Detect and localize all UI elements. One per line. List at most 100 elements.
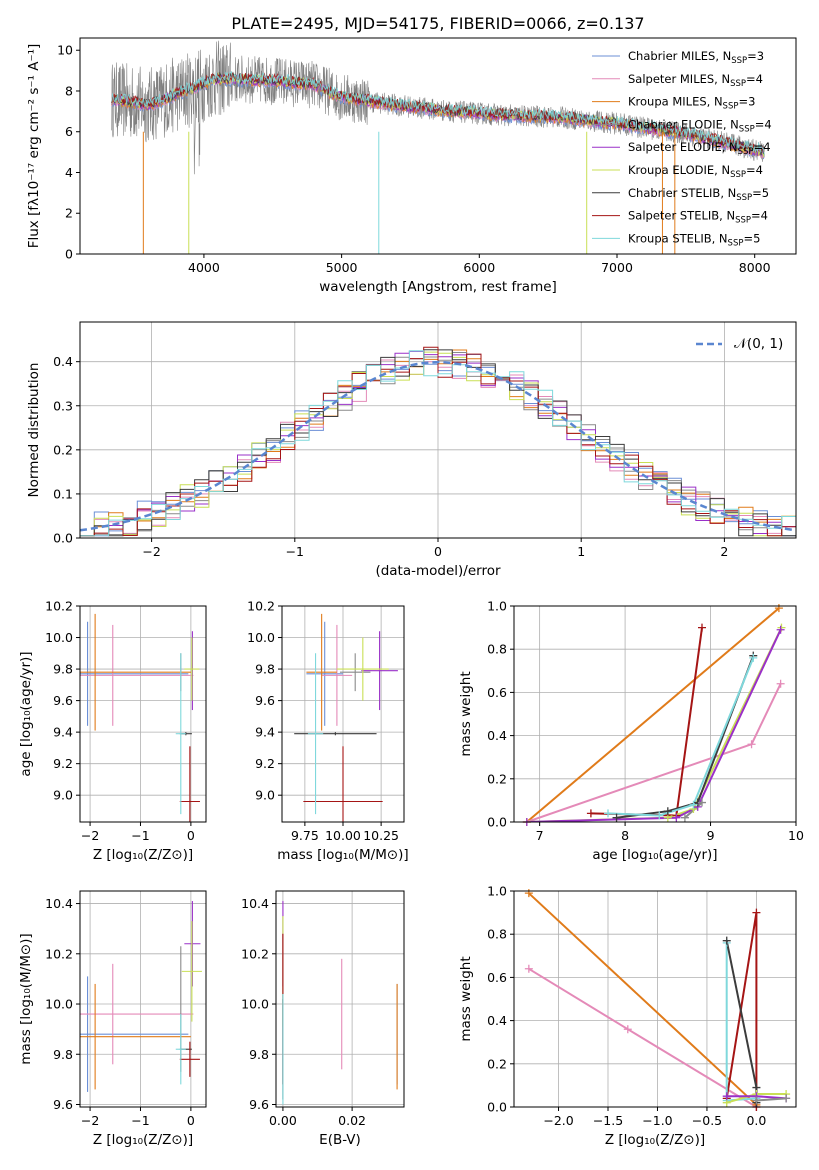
z-weight-series-marker: [623, 1025, 632, 1034]
residuals-ylabel: Normed distribution: [26, 363, 42, 498]
z-mass-xlabel: Z [log₁₀(Z/Z⊙)]: [93, 1132, 193, 1148]
z-weight-series-line: [528, 892, 758, 1106]
legend-entry-tail: =5: [752, 186, 769, 200]
z-weight-series-marker: [752, 908, 761, 917]
spectrum-frame: [79, 37, 797, 255]
z-age-ytick-label: 9.4: [53, 725, 73, 740]
z-mass-errorbar: [175, 1014, 186, 1085]
z-mass-frame: [79, 890, 207, 1108]
mass-age-xtick-label: 10.00: [325, 828, 361, 843]
legend-entry-tail: =4: [754, 140, 771, 154]
ebv-mass-xtick-label: 0.00: [269, 1113, 297, 1128]
z-mass-errorbar: [80, 983, 191, 1090]
mass-age-ytick-label: 10.2: [247, 599, 275, 614]
z-weight-xtick-label: −1.5: [593, 1113, 623, 1128]
age-weight-xlabel: age [log₁₀(age/yr)]: [592, 847, 717, 863]
age-weight-series-marker: [689, 800, 698, 809]
age-weight-series-marker: [747, 740, 756, 749]
residuals-xtick-label: −2: [142, 544, 160, 559]
z-mass-plot-area: [80, 901, 202, 1092]
residuals-xtick-label: −1: [286, 544, 304, 559]
mass-age-ytick-label: 9.6: [255, 693, 275, 708]
ebv-mass-ytick-label: 10.0: [241, 997, 269, 1012]
z-weight-series-marker: [752, 1096, 761, 1105]
z-age-xtick-label: −1: [131, 828, 149, 843]
z-mass-xtick-label: −1: [131, 1113, 149, 1128]
legend-entry-sub: SSP: [731, 56, 747, 66]
mass-age-errorbar: [306, 613, 337, 731]
age-weight-ytick-label: 1.0: [487, 599, 507, 614]
mass-age-errorbar: [321, 624, 353, 726]
legend-entry-name: Chabrier MILES, N: [628, 49, 731, 63]
age-weight-series-line: [526, 629, 782, 822]
z-age-xtick-label: 0: [187, 828, 195, 843]
age-weight-series-marker: [672, 813, 681, 822]
residuals-xtick-label: 2: [720, 544, 728, 559]
z-weight-xtick-label: −1.0: [642, 1113, 672, 1128]
age-weight-series-marker: [698, 798, 706, 807]
mass-age-ytick-label: 9.4: [255, 725, 275, 740]
mass-age-panel: 9.75 10.00 10.25 9.0 9.2 9.4 9.6 9.8 10.0 10.2 mas…: [247, 599, 409, 864]
z-age-ytick-label: 10.0: [45, 630, 73, 645]
age-weight-ytick-label: 0.6: [487, 685, 507, 700]
z-weight-panel: −2.0 −1.5 −1.0 −0.5 0.0 0.0 0.2 0.4 0.6 0.8 1.0 Z […: [458, 884, 797, 1148]
legend-entry-sub: SSP: [735, 216, 751, 226]
figure-title: PLATE=2495, MJD=54175, FIBERID=0066, z=0…: [231, 14, 644, 33]
age-weight-series-marker: [749, 653, 758, 662]
legend-entry-name: Salpeter STELIB, N: [628, 209, 735, 223]
z-mass-grid: [80, 891, 206, 1107]
z-weight-xtick-label: −2.0: [543, 1113, 573, 1128]
z-weight-ytick-label: 0.0: [487, 1100, 507, 1115]
residuals-ytick-label: 0.3: [53, 398, 73, 413]
z-age-errorbar: [175, 653, 186, 815]
residuals-xlabel: (data-model)/error: [375, 563, 501, 579]
age-weight-series-marker: [698, 623, 706, 632]
z-mass-errorbar: [80, 963, 194, 1065]
legend-entry-sub: SSP: [730, 170, 746, 180]
legend-entry-tail: =3: [738, 95, 755, 109]
z-mass-ytick-label: 9.8: [53, 1047, 73, 1062]
age-weight-ytick-label: 0.8: [487, 642, 507, 657]
legend-entry-tail: =3: [747, 49, 764, 63]
age-weight-series-line: [616, 655, 755, 819]
spectrum-xtick-label: 5000: [326, 260, 358, 275]
z-age-errorbar: [179, 746, 200, 822]
legend-entry: Kroupa STELIB, NSSP=5: [628, 231, 760, 248]
legend-entry-sub: SSP: [728, 238, 744, 248]
z-weight-xtick-label: 0.0: [746, 1113, 766, 1128]
mass-age-errorbar: [303, 746, 383, 822]
mass-age-xlabel: mass [log₁₀(M/M⊙)]: [277, 847, 408, 863]
z-weight-series-marker: [524, 964, 533, 973]
spectrum-xlabel: wavelength [Angstrom, rest frame]: [319, 279, 557, 295]
mass-age-errorbar: [294, 732, 377, 736]
legend-entry-tail: =4: [746, 72, 763, 86]
legend-entry-sub: SSP: [739, 124, 755, 134]
legend-entry-sub: SSP: [736, 193, 752, 203]
gaussian-legend-label: 𝒩(0, 1): [734, 336, 783, 352]
age-weight-xtick-label: 7: [536, 828, 544, 843]
z-mass-xtick-label: −2: [81, 1113, 99, 1128]
ebv-mass-panel: 0.00 0.02 9.6 9.8 10.0 10.2 10.4 E(B-V): [241, 890, 405, 1148]
z-age-panel: −2 −1 0 9.0 9.2 9.4 9.6 9.8 10.0 10.2 Z [log₁₀(Z/Z…: [18, 599, 207, 863]
ebv-mass-ytick-label: 9.8: [249, 1047, 269, 1062]
age-weight-series-marker: [604, 809, 612, 818]
z-age-ytick-label: 9.6: [53, 693, 73, 708]
z-weight-xlabel: Z [log₁₀(Z/Z⊙)]: [605, 1132, 705, 1148]
spectrum-xtick-label: 8000: [739, 260, 771, 275]
z-mass-ylabel: mass [log₁₀(M/M⊙)]: [18, 933, 34, 1064]
legend-entry: Chabrier MILES, NSSP=3: [628, 49, 764, 66]
age-weight-plot-area: [526, 607, 783, 822]
age-weight-xtick-label: 8: [621, 828, 629, 843]
ebv-mass-frame: [275, 890, 405, 1108]
legend-entry: Chabrier ELODIE, NSSP=4: [628, 117, 772, 134]
z-age-frame: [79, 605, 207, 823]
residuals-frame: [79, 321, 797, 539]
legend-entry-sub: SSP: [730, 79, 746, 89]
legend-entry: Salpeter MILES, NSSP=4: [628, 72, 763, 89]
spectrum-xtick-label: 7000: [601, 260, 633, 275]
ebv-mass-plot-area: [282, 901, 398, 1105]
mass-age-frame: [281, 605, 405, 823]
legend-entry: Kroupa ELODIE, NSSP=4: [628, 163, 763, 180]
z-age-xtick-label: −2: [81, 828, 99, 843]
spectrum-ytick-label: 8: [65, 83, 73, 98]
